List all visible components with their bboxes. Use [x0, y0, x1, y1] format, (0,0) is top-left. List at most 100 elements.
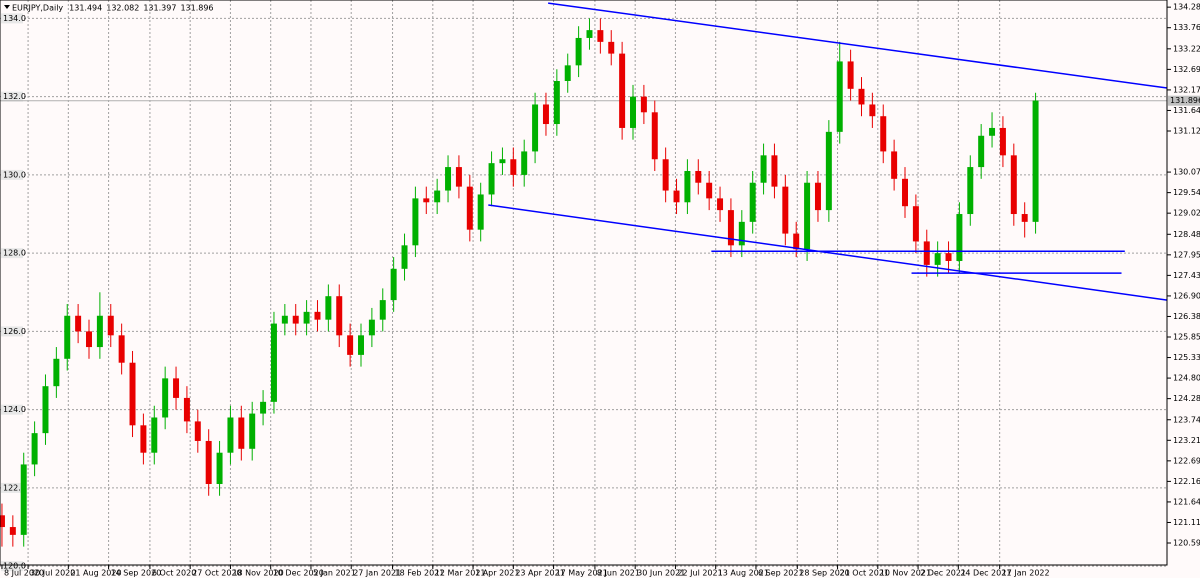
candle-body — [978, 135, 985, 168]
level-label-box — [1, 482, 23, 493]
candle-body — [738, 221, 745, 246]
candle-body — [194, 421, 201, 441]
header-value: 132.082 — [106, 4, 139, 13]
trendline — [488, 204, 1168, 301]
candle-body — [651, 112, 658, 160]
x-tick-label: 13 Aug 2021 — [718, 569, 769, 578]
y-tick-label: 134.287 — [1173, 3, 1200, 12]
candle-body — [1021, 214, 1028, 222]
candle-body — [1010, 155, 1017, 215]
x-tick-label: 20 Oct 2021 — [840, 569, 889, 578]
candle-body — [749, 182, 756, 222]
plot-frame — [0, 0, 1168, 566]
x-tick-label: 6 Oct 2020 — [152, 569, 196, 578]
candle-body — [619, 53, 626, 128]
last-price-box — [1168, 95, 1200, 106]
y-tick-label: 124.807 — [1173, 374, 1200, 383]
candle-body — [858, 88, 865, 105]
candle-body — [847, 61, 854, 89]
candle-body — [303, 311, 310, 324]
y-tick-label: 126.382 — [1173, 312, 1200, 321]
candle-body — [902, 178, 908, 207]
candle-body — [836, 61, 843, 132]
candle-body — [227, 417, 234, 453]
candle-body — [86, 331, 92, 348]
x-tick-label: 22 Jul 2021 — [677, 569, 722, 578]
level-label: 134.0 — [3, 14, 26, 23]
y-tick-label: 130.072 — [1173, 168, 1200, 177]
candle-body — [151, 417, 158, 453]
candle-body — [575, 37, 582, 66]
candle-body — [804, 182, 811, 250]
candle-body — [368, 319, 375, 336]
candle-body — [325, 296, 332, 320]
candle-body — [956, 214, 963, 261]
candle-body — [314, 311, 321, 320]
y-tick-label: 129.022 — [1173, 209, 1200, 218]
x-tick-label: 10 Dec 2020 — [273, 569, 324, 578]
x-tick-label: 23 Apr 2021 — [515, 569, 564, 578]
candle-body — [912, 206, 919, 242]
candle-body — [597, 30, 604, 42]
candle-body — [695, 170, 702, 183]
level-label-box — [1, 326, 23, 337]
x-tick-label: 17 May 2021 — [556, 569, 608, 578]
y-tick-label: 125.332 — [1173, 353, 1200, 362]
y-tick-label: 122.167 — [1173, 477, 1200, 486]
candle-body — [923, 241, 930, 265]
candle-body — [292, 315, 299, 324]
candle-body — [64, 315, 71, 359]
level-label: 124.0 — [3, 405, 26, 414]
menu-triangle — [4, 5, 10, 9]
candle-body — [379, 300, 386, 320]
candle-body — [96, 315, 103, 348]
x-tick-label: 1 Apr 2021 — [475, 569, 519, 578]
level-label: 128.0 — [3, 249, 26, 258]
y-tick-label: 124.282 — [1173, 394, 1200, 403]
y-tick-label: 133.762 — [1173, 23, 1200, 32]
header-value: 131.494 — [69, 4, 102, 13]
candle-body — [717, 198, 724, 211]
x-tick-label: 8 Jun 2021 — [597, 569, 640, 578]
candle-body — [662, 159, 669, 191]
x-tick-label: 27 Oct 2020 — [192, 569, 241, 578]
candle-body — [630, 96, 636, 128]
candle-body — [53, 358, 60, 387]
candle-body — [270, 323, 277, 402]
x-tick-label: 28 Sep 2021 — [799, 569, 850, 578]
x-tick-label: 5 Jan 2021 — [313, 569, 356, 578]
y-tick-label: 121.117 — [1173, 518, 1200, 527]
candle-body — [967, 167, 974, 215]
candle-body — [673, 190, 680, 203]
candle-body — [869, 104, 876, 117]
x-tick-label: 10 Nov 2021 — [880, 569, 931, 578]
candle-body — [249, 413, 256, 449]
level-label-box — [1, 248, 23, 259]
y-tick-label: 126.907 — [1173, 291, 1200, 300]
trendline — [548, 2, 1168, 89]
header-value: 131.896 — [180, 4, 213, 13]
y-tick-label: 121.642 — [1173, 497, 1200, 506]
level-label-box — [1, 169, 23, 180]
x-tick-label: 21 Aug 2020 — [70, 569, 121, 578]
y-tick-label: 125.857 — [1173, 333, 1200, 342]
candle-body — [891, 151, 898, 179]
x-tick-label: 24 Dec 2021 — [960, 569, 1011, 578]
y-tick-label: 132.172 — [1173, 85, 1200, 94]
level-label: 132.0 — [3, 92, 26, 101]
candle-body — [542, 104, 549, 125]
candle-body — [107, 315, 114, 336]
y-tick-label: 131.122 — [1173, 126, 1200, 135]
candle-body — [760, 155, 767, 183]
candle-body — [205, 440, 212, 485]
y-tick-label: 127.432 — [1173, 271, 1200, 280]
candle-body — [0, 515, 5, 528]
y-tick-label: 122.692 — [1173, 456, 1200, 465]
candle-body — [183, 397, 190, 422]
candle-body — [477, 194, 484, 230]
candle-body — [466, 186, 473, 230]
x-tick-label: 14 Sep 2020 — [111, 569, 162, 578]
candle-body — [75, 315, 82, 332]
candle-body — [564, 65, 571, 81]
